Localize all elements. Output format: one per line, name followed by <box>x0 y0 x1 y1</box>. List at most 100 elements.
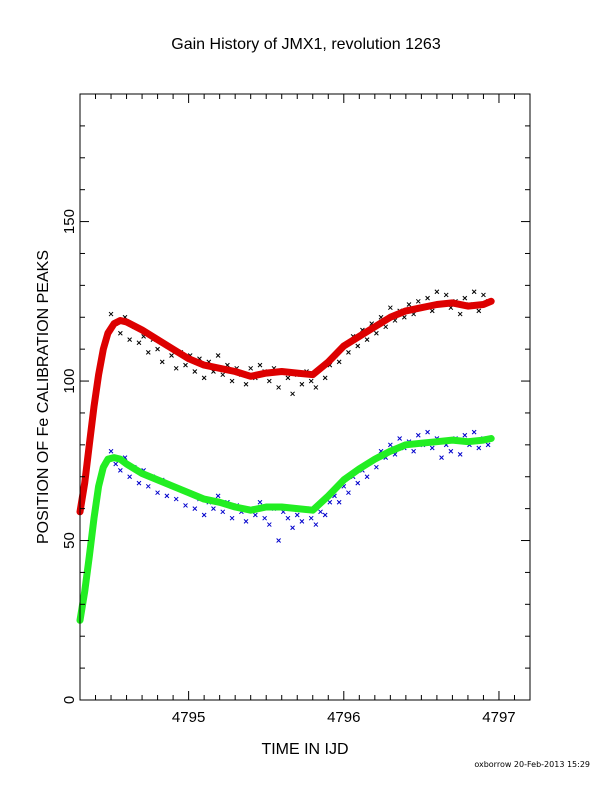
data-point <box>276 385 281 390</box>
point-stroke <box>257 499 263 505</box>
data-point <box>108 311 114 317</box>
data-point <box>173 365 179 371</box>
data-point <box>383 324 389 330</box>
point-stroke <box>476 445 482 451</box>
point-stroke <box>266 378 272 384</box>
data-point <box>220 372 226 378</box>
point-stroke <box>355 480 361 486</box>
data-point <box>397 436 403 441</box>
chart-title: Gain History of JMX1, revolution 1263 <box>171 36 441 53</box>
point-stroke <box>215 493 221 499</box>
point-stroke <box>462 295 468 301</box>
data-point <box>183 362 188 368</box>
data-point <box>318 509 323 515</box>
x-tick-label: 4795 <box>172 709 205 726</box>
point-stroke <box>192 506 198 511</box>
point-stroke <box>462 432 468 438</box>
point-stroke <box>108 448 114 454</box>
data-point <box>145 483 151 489</box>
point-stroke <box>155 346 160 352</box>
data-point <box>411 448 416 454</box>
data-point <box>285 515 291 521</box>
y-tick-label: 150 <box>61 209 78 234</box>
data-point <box>387 305 393 311</box>
point-stroke <box>448 448 454 454</box>
data-point <box>425 295 430 301</box>
x-axis-label: TIME IN IJD <box>261 741 348 758</box>
data-point <box>136 340 142 346</box>
point-stroke <box>336 359 342 365</box>
data-point <box>113 461 119 467</box>
y-tick-label: 0 <box>61 696 78 704</box>
point-stroke <box>439 455 444 460</box>
data-point <box>257 499 263 505</box>
point-stroke <box>183 503 188 508</box>
point-stroke <box>173 365 179 371</box>
data-point <box>462 295 468 301</box>
point-stroke <box>145 483 151 489</box>
point-stroke <box>276 385 281 390</box>
data-point <box>443 292 449 298</box>
data-point <box>308 378 314 384</box>
point-stroke <box>299 381 305 387</box>
point-stroke <box>308 378 314 384</box>
data-point <box>201 375 207 381</box>
point-stroke <box>117 468 123 473</box>
data-point <box>262 515 268 521</box>
point-stroke <box>429 445 435 451</box>
data-point <box>290 391 295 397</box>
point-stroke <box>415 432 421 438</box>
data-point <box>313 385 319 390</box>
data-point <box>462 432 468 438</box>
point-stroke <box>336 499 342 505</box>
data-point <box>322 512 328 518</box>
y-tick-label: 50 <box>61 532 78 549</box>
data-point <box>308 515 314 521</box>
data-point <box>243 381 249 387</box>
data-point <box>183 503 188 508</box>
chart-marks <box>76 289 495 624</box>
point-stroke <box>425 295 430 301</box>
point-stroke <box>411 311 416 317</box>
data-point <box>299 381 305 387</box>
data-point <box>355 343 361 349</box>
data-point <box>108 448 114 454</box>
data-point <box>266 378 272 384</box>
data-point <box>457 311 463 317</box>
fit-line <box>76 297 495 516</box>
point-stroke <box>411 448 416 454</box>
point-stroke <box>215 353 221 358</box>
data-point <box>127 474 133 480</box>
point-stroke <box>318 509 323 515</box>
point-stroke <box>471 429 477 435</box>
data-point <box>299 519 305 524</box>
data-point <box>327 499 333 505</box>
point-stroke <box>220 509 226 515</box>
data-point <box>476 308 482 314</box>
point-stroke <box>346 349 351 355</box>
data-point <box>294 512 300 518</box>
point-stroke <box>355 343 361 349</box>
point-stroke <box>369 321 375 326</box>
data-point <box>346 490 351 496</box>
point-stroke <box>155 490 160 496</box>
data-point <box>471 429 477 435</box>
data-point <box>215 493 221 499</box>
point-stroke <box>332 493 337 499</box>
point-stroke <box>415 298 421 304</box>
point-stroke <box>113 461 119 467</box>
point-stroke <box>443 292 449 298</box>
point-stroke <box>136 480 142 486</box>
data-point <box>192 506 198 511</box>
point-stroke <box>378 314 384 320</box>
point-stroke <box>243 381 249 387</box>
data-point <box>164 493 170 499</box>
data-point <box>136 480 142 486</box>
y-axis-label: POSITION OF Fe CALIBRATION PEAKS <box>35 250 52 544</box>
point-stroke <box>308 515 314 521</box>
point-stroke <box>481 292 486 298</box>
point-stroke <box>252 512 258 518</box>
data-point <box>336 499 342 505</box>
data-point <box>248 365 254 371</box>
